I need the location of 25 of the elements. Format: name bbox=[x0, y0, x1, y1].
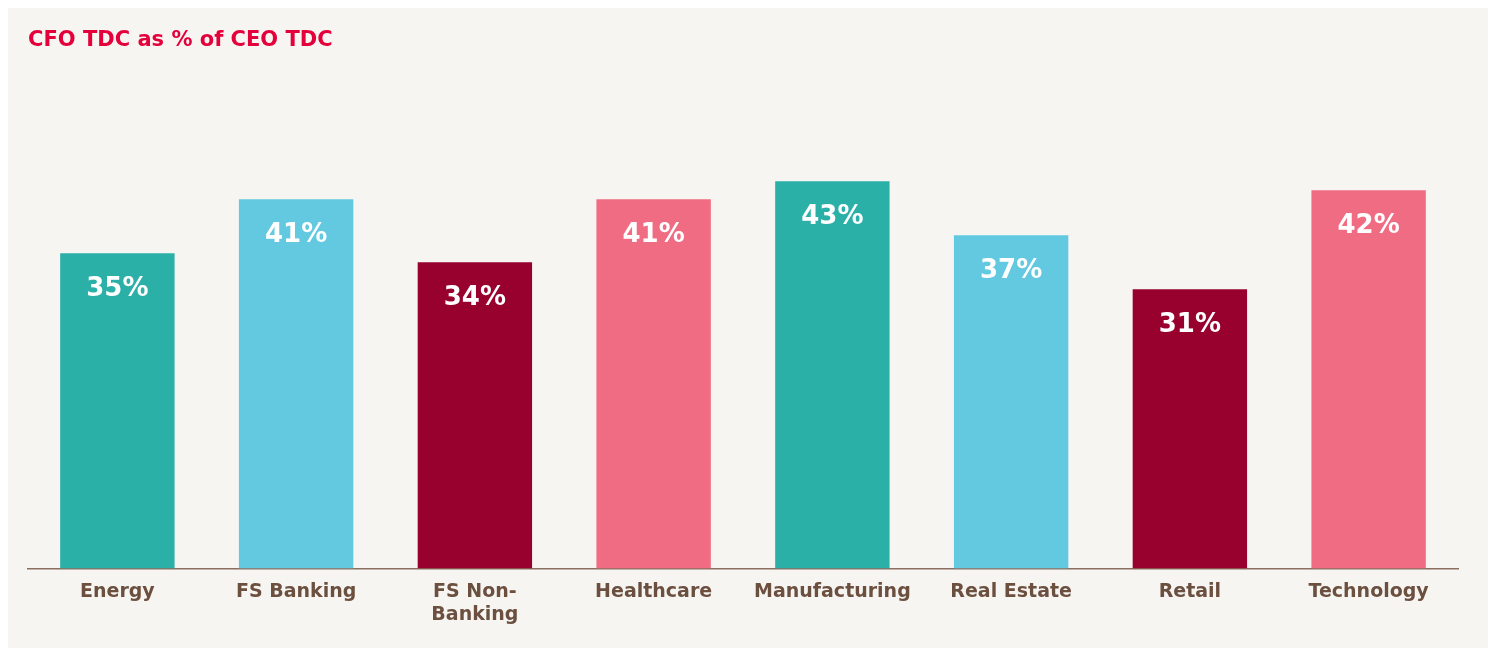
bar bbox=[60, 253, 175, 569]
data-label: 37% bbox=[980, 253, 1043, 284]
x-tick-label: Technology bbox=[1308, 578, 1430, 601]
bar bbox=[417, 262, 533, 569]
data-label: 41% bbox=[265, 217, 328, 248]
data-label: 41% bbox=[622, 217, 685, 248]
chart-title: CFO TDC as % of CEO TDC bbox=[28, 27, 333, 52]
bar bbox=[238, 199, 354, 569]
x-tick-label: Retail bbox=[1158, 578, 1222, 601]
data-label: 43% bbox=[801, 199, 864, 230]
data-label: 31% bbox=[1158, 308, 1221, 339]
bar bbox=[596, 199, 711, 569]
x-tick-label: Energy bbox=[80, 578, 156, 601]
bar bbox=[775, 181, 890, 569]
x-tick-label: Healthcare bbox=[595, 578, 713, 601]
bar bbox=[1132, 289, 1248, 569]
x-tick-label: FS Non-Banking bbox=[431, 578, 519, 624]
data-label: 35% bbox=[86, 271, 149, 302]
x-tick-label: FS Banking bbox=[235, 578, 357, 601]
x-tick-label: Manufacturing bbox=[754, 578, 911, 601]
bar bbox=[953, 235, 1069, 569]
data-label: 34% bbox=[443, 281, 506, 311]
bar bbox=[1311, 190, 1426, 569]
data-label: 42% bbox=[1337, 208, 1400, 239]
x-tick-label: Real Estate bbox=[950, 578, 1072, 601]
